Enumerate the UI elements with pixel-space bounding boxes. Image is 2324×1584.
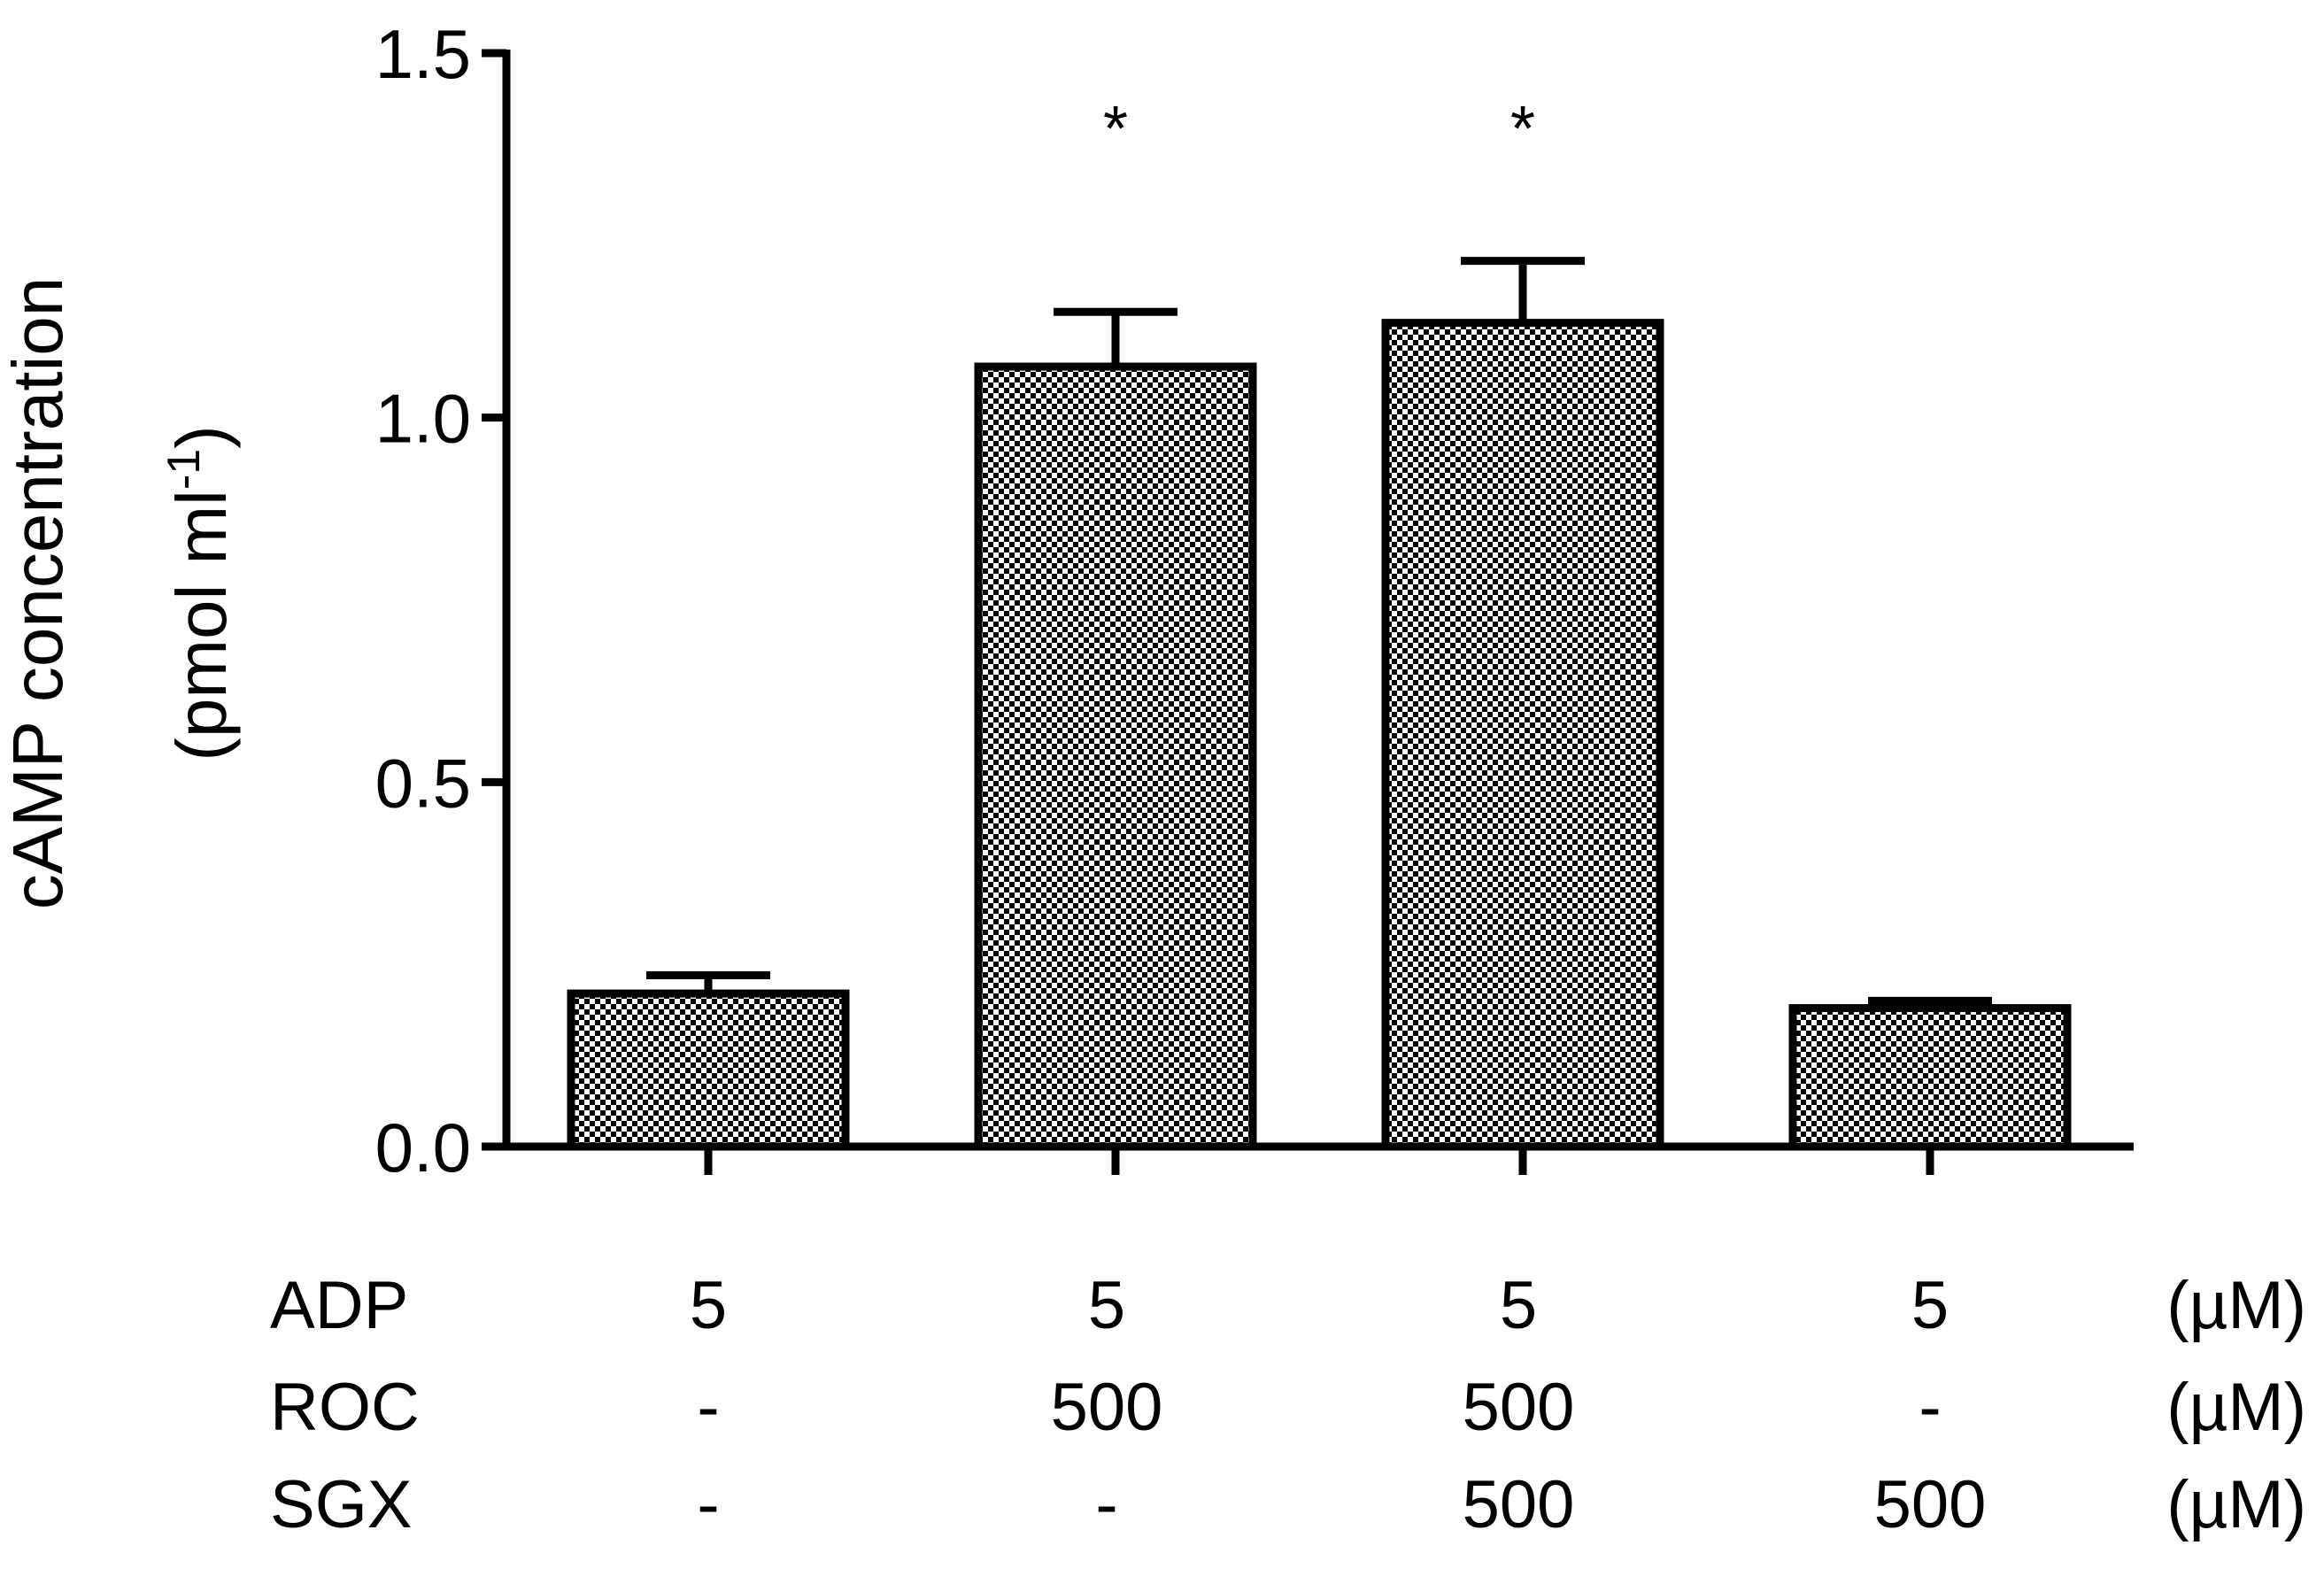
treatment-cell: 500: [1463, 1467, 1575, 1542]
y-axis-unit-end: ): [162, 425, 241, 449]
treatment-row-unit: (µM): [2166, 1370, 2306, 1445]
treatment-cell: -: [1919, 1370, 1941, 1445]
treatment-cell: 5: [1911, 1268, 1949, 1343]
y-tick-label: 1.0: [375, 380, 471, 458]
bar: [567, 989, 850, 1151]
treatment-cell: 500: [1051, 1370, 1163, 1445]
y-axis-label-line1: cAMP concentration: [0, 277, 77, 909]
treatment-table: ADP 5 5 5 5 (µM) ROC - 500 500 - (µM) SGX - - 500 500 (µM…: [270, 1268, 2306, 1542]
treatment-row-unit: (µM): [2166, 1268, 2306, 1343]
treatment-row-unit: (µM): [2166, 1467, 2306, 1542]
bar: [1788, 1004, 2072, 1151]
y-tick-label: 0.0: [375, 1109, 471, 1186]
significance-asterisk: *: [1103, 94, 1128, 165]
bars: [567, 319, 2072, 1151]
treatment-cell: 5: [1088, 1268, 1125, 1343]
treatment-cell: -: [697, 1467, 719, 1542]
bar: [1381, 319, 1664, 1151]
bar: [974, 362, 1257, 1151]
treatment-cell: 5: [690, 1268, 727, 1343]
treatment-cell: 500: [1874, 1467, 1987, 1542]
y-axis-label-units: (pmol ml-1): [158, 425, 241, 761]
significance-asterisk: *: [1510, 94, 1535, 165]
y-axis-ticks: 0.0 0.5 1.0 1.5: [375, 15, 506, 1186]
treatment-cell: -: [697, 1370, 719, 1445]
y-axis-label: cAMP concentration: [0, 277, 77, 909]
error-bars: [646, 257, 1992, 1008]
treatment-cell: 500: [1463, 1370, 1575, 1445]
treatment-row-label: ROC: [270, 1370, 420, 1445]
significance-markers: * *: [1103, 94, 1535, 165]
y-axis-unit-superscript: -1: [158, 449, 210, 490]
treatment-row-label: ADP: [270, 1268, 408, 1343]
y-tick-label: 1.5: [375, 15, 471, 93]
treatment-cell: 5: [1500, 1268, 1537, 1343]
y-axis-unit-main: (pmol ml: [162, 490, 241, 761]
treatment-cell: -: [1095, 1467, 1117, 1542]
treatment-row-label: SGX: [270, 1467, 413, 1542]
axes: [502, 50, 2134, 1175]
y-axis-label-line2: (pmol ml-1): [158, 425, 241, 761]
y-tick-label: 0.5: [375, 744, 471, 822]
